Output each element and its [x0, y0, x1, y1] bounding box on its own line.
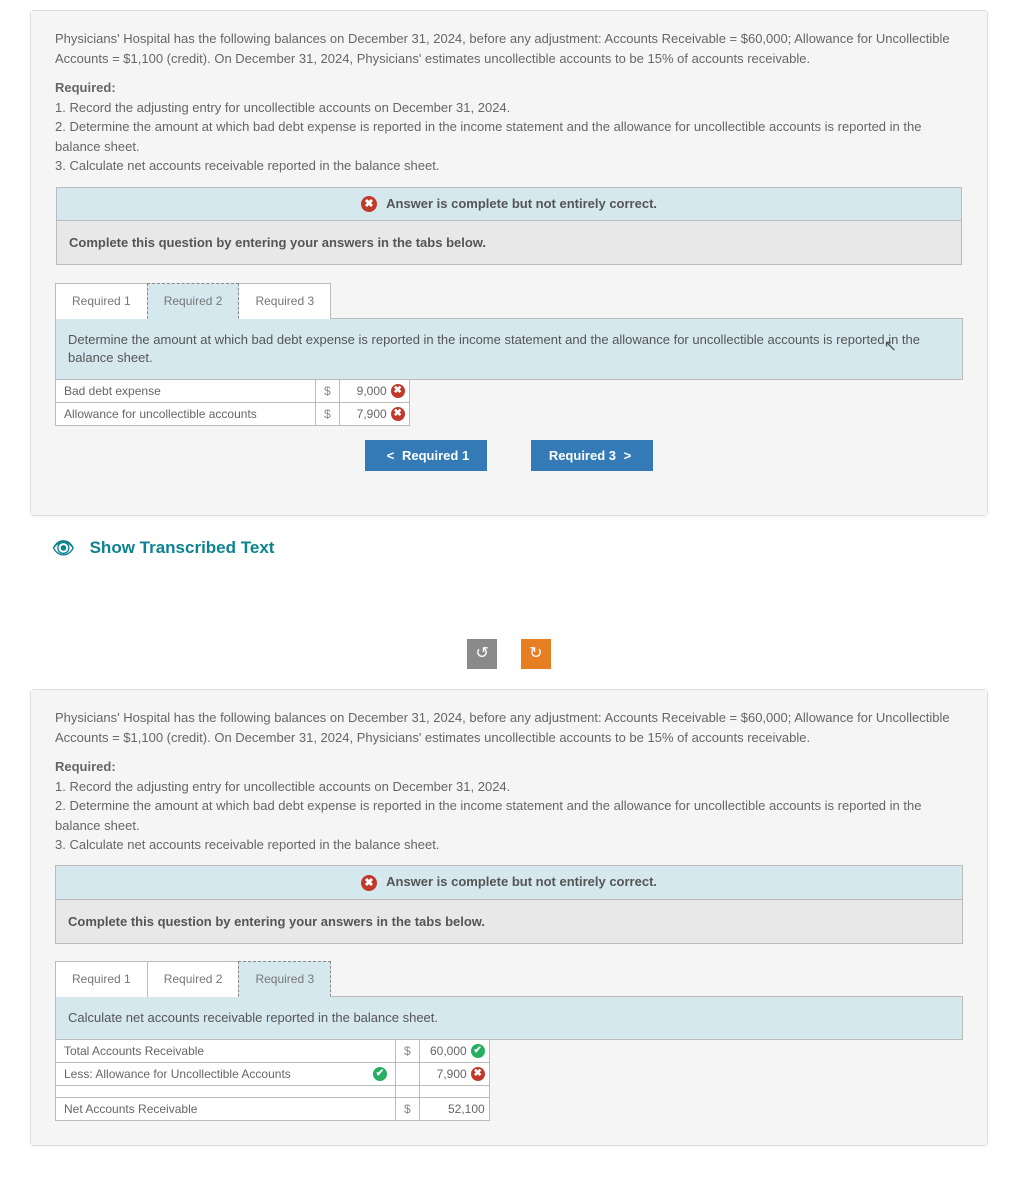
req-3: 3. Calculate net accounts receivable rep… — [55, 158, 439, 173]
show-transcribed-link[interactable]: 👁 Show Transcribed Text — [0, 526, 1018, 599]
answer-value: 60,000 — [430, 1044, 467, 1058]
currency-symbol: $ — [316, 403, 340, 426]
next-label: Required 3 — [549, 448, 616, 463]
net-value: 52,100 — [419, 1097, 489, 1120]
currency-symbol: $ — [316, 380, 340, 403]
wrong-icon: ✖ — [471, 1067, 485, 1081]
currency-symbol — [396, 1062, 420, 1085]
row-label: Allowance for uncollectible accounts — [56, 403, 316, 426]
status-text: Answer is complete but not entirely corr… — [386, 874, 657, 889]
status-incorrect-icon: ✖ — [361, 196, 377, 212]
redo-button[interactable]: ↻ — [521, 639, 551, 669]
status-banner: ✖ Answer is complete but not entirely co… — [55, 865, 963, 900]
table-row: Allowance for uncollectible accounts $ 7… — [56, 403, 410, 426]
row-label: Bad debt expense — [56, 380, 316, 403]
currency-symbol: $ — [396, 1039, 420, 1062]
net-label: Net Accounts Receivable — [56, 1097, 396, 1120]
answer-table-b: Total Accounts Receivable $ 60,000 ✔ Les… — [55, 1039, 490, 1121]
req-1: 1. Record the adjusting entry for uncoll… — [55, 100, 510, 115]
spacer-row — [56, 1085, 490, 1097]
answer-table-a: Bad debt expense $ 9,000 ✖ Allowance for… — [55, 379, 410, 426]
table-row: Bad debt expense $ 9,000 ✖ — [56, 380, 410, 403]
tab-required-1[interactable]: Required 1 — [55, 961, 148, 997]
tab-prompt: Calculate net accounts receivable report… — [55, 996, 963, 1040]
req-2: 2. Determine the amount at which bad deb… — [55, 798, 921, 833]
status-text: Answer is complete but not entirely corr… — [386, 196, 657, 211]
table-row: Net Accounts Receivable $ 52,100 — [56, 1097, 490, 1120]
tab-prompt: Determine the amount at which bad debt e… — [55, 318, 963, 380]
status-incorrect-icon: ✖ — [361, 875, 377, 891]
row-label[interactable]: Total Accounts Receivable — [56, 1039, 396, 1062]
prev-button[interactable]: < Required 1 — [365, 440, 487, 471]
problem-statement: Physicians' Hospital has the following b… — [31, 11, 987, 176]
tab-required-2[interactable]: Required 2 — [147, 961, 240, 997]
prev-label: Required 1 — [402, 448, 469, 463]
tab-required-3[interactable]: Required 3 — [238, 961, 331, 997]
tabs-row: Required 1 Required 2 Required 3 — [55, 282, 963, 318]
undo-button[interactable]: ↺ — [467, 639, 497, 669]
chevron-right-icon: > — [624, 448, 632, 463]
answer-value-cell[interactable]: 9,000 ✖ — [339, 380, 409, 403]
question-card-2: Physicians' Hospital has the following b… — [30, 689, 988, 1145]
wrong-icon: ✖ — [391, 407, 405, 421]
correct-icon: ✔ — [373, 1067, 387, 1081]
mid-controls: ↺ ↻ — [0, 639, 1018, 669]
next-button[interactable]: Required 3 > — [531, 440, 653, 471]
required-heading: Required: — [55, 759, 116, 774]
show-transcribed-label: Show Transcribed Text — [90, 538, 275, 557]
tabs-row: Required 1 Required 2 Required 3 — [55, 960, 963, 996]
tab-required-1[interactable]: Required 1 — [55, 283, 148, 319]
req-1: 1. Record the adjusting entry for uncoll… — [55, 779, 510, 794]
question-body: Physicians' Hospital has the following b… — [31, 11, 987, 515]
answer-value: 7,900 — [357, 407, 387, 421]
req-2: 2. Determine the amount at which bad deb… — [55, 119, 921, 154]
table-row: Less: Allowance for Uncollectible Accoun… — [56, 1062, 490, 1085]
answer-value-cell[interactable]: 7,900 ✖ — [339, 403, 409, 426]
question-card-1: Physicians' Hospital has the following b… — [30, 10, 988, 516]
nav-buttons: < Required 1 Required 3 > — [55, 426, 963, 491]
row-label[interactable]: Less: Allowance for Uncollectible Accoun… — [56, 1062, 396, 1085]
wrong-icon: ✖ — [391, 384, 405, 398]
currency-symbol: $ — [396, 1097, 420, 1120]
question-body: Physicians' Hospital has the following b… — [31, 690, 987, 1144]
instructions-band: Complete this question by entering your … — [56, 221, 962, 265]
required-heading: Required: — [55, 80, 116, 95]
answer-value-cell[interactable]: 7,900 ✖ — [419, 1062, 489, 1085]
tab-required-3[interactable]: Required 3 — [238, 283, 331, 319]
req-3: 3. Calculate net accounts receivable rep… — [55, 837, 439, 852]
answer-value: 7,900 — [437, 1067, 467, 1081]
chevron-left-icon: < — [387, 448, 395, 463]
table-row: Total Accounts Receivable $ 60,000 ✔ — [56, 1039, 490, 1062]
problem-statement: Physicians' Hospital has the following b… — [31, 690, 987, 855]
correct-icon: ✔ — [471, 1044, 485, 1058]
tab-required-2[interactable]: Required 2 — [147, 283, 240, 319]
answer-value-cell[interactable]: 60,000 ✔ — [419, 1039, 489, 1062]
status-banner: ✖ Answer is complete but not entirely co… — [56, 187, 962, 222]
eye-icon: 👁 — [52, 538, 75, 559]
problem-paragraph: Physicians' Hospital has the following b… — [55, 29, 963, 68]
instructions-band: Complete this question by entering your … — [55, 900, 963, 944]
problem-paragraph: Physicians' Hospital has the following b… — [55, 708, 963, 747]
answer-value: 9,000 — [357, 384, 387, 398]
